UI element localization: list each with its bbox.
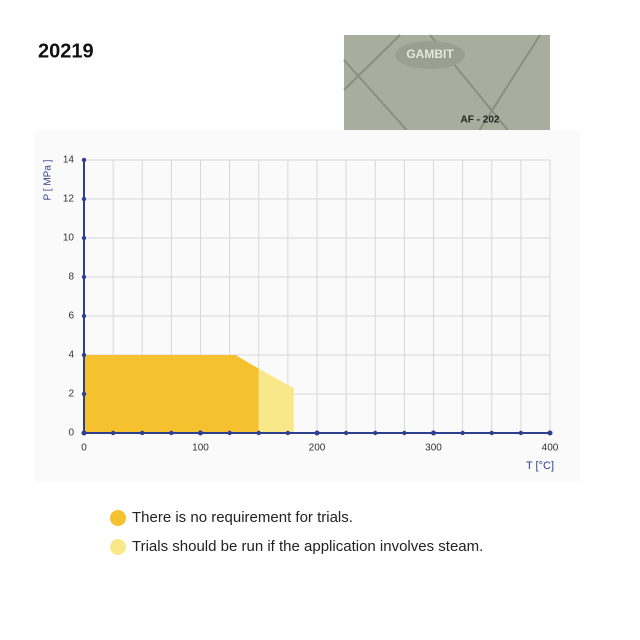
y-tick-label: 0: [68, 428, 74, 439]
tick-dot: [81, 235, 87, 241]
tick-dot: [81, 430, 87, 436]
x-axis-label: T [°C]: [526, 460, 554, 472]
y-tick-label: 8: [68, 272, 74, 283]
tick-dot: [460, 430, 465, 436]
photo-logo: [395, 41, 465, 69]
tick-dot: [81, 157, 87, 163]
tick-dot: [314, 430, 320, 436]
tick-dot: [81, 274, 87, 280]
x-tick-label: 200: [309, 443, 326, 454]
tick-dot: [518, 430, 524, 436]
area: [84, 355, 259, 433]
tick-dot: [431, 430, 436, 436]
y-tick-label: 4: [68, 350, 74, 361]
y-axis-label: P [ MPa ]: [43, 159, 54, 200]
photo-brand: GAMBIT: [406, 47, 454, 61]
x-tick-label: 0: [81, 443, 87, 454]
tick-dot: [81, 313, 87, 319]
tick-dot: [110, 430, 116, 436]
x-tick-label: 300: [425, 443, 442, 454]
y-tick-label: 12: [63, 194, 75, 205]
tick-dot: [343, 430, 349, 436]
x-tick-label: 100: [192, 443, 209, 454]
tick-dot: [285, 430, 291, 436]
tick-dot: [169, 430, 174, 436]
tick-dot: [81, 391, 87, 397]
tick-dot: [81, 196, 87, 202]
product-photo: GAMBIT AF - 202: [343, 34, 550, 146]
photo-product: AF - 202: [461, 115, 500, 126]
area: [258, 368, 294, 433]
tick-dot: [81, 352, 87, 358]
tick-dot: [256, 430, 261, 436]
chart: 0 2 4 6 8 10 12 14 0 100 200 300 400 P [ MPa ] T [°C] T…: [43, 155, 559, 555]
y-tick-label: 2: [68, 389, 74, 400]
x-tick-label: 400: [542, 443, 559, 454]
legend-swatch: [110, 510, 126, 526]
y-tick-label: 10: [63, 233, 75, 244]
tick-dot: [227, 430, 232, 436]
y-tick-label: 14: [63, 155, 75, 166]
tick-dot: [198, 430, 203, 436]
y-tick-label: 6: [68, 311, 74, 322]
legend-swatch: [110, 539, 126, 555]
legend-label: There is no requirement for trials.: [132, 509, 353, 526]
tick-dot: [373, 430, 378, 436]
tick-dot: [547, 430, 553, 436]
legend-label: Trials should be run if the application …: [132, 538, 483, 555]
tick-dot: [402, 430, 407, 436]
title: 20219: [38, 40, 94, 62]
photo-lines: [343, 34, 541, 146]
tick-dot: [489, 430, 494, 436]
tick-dot: [140, 430, 145, 436]
